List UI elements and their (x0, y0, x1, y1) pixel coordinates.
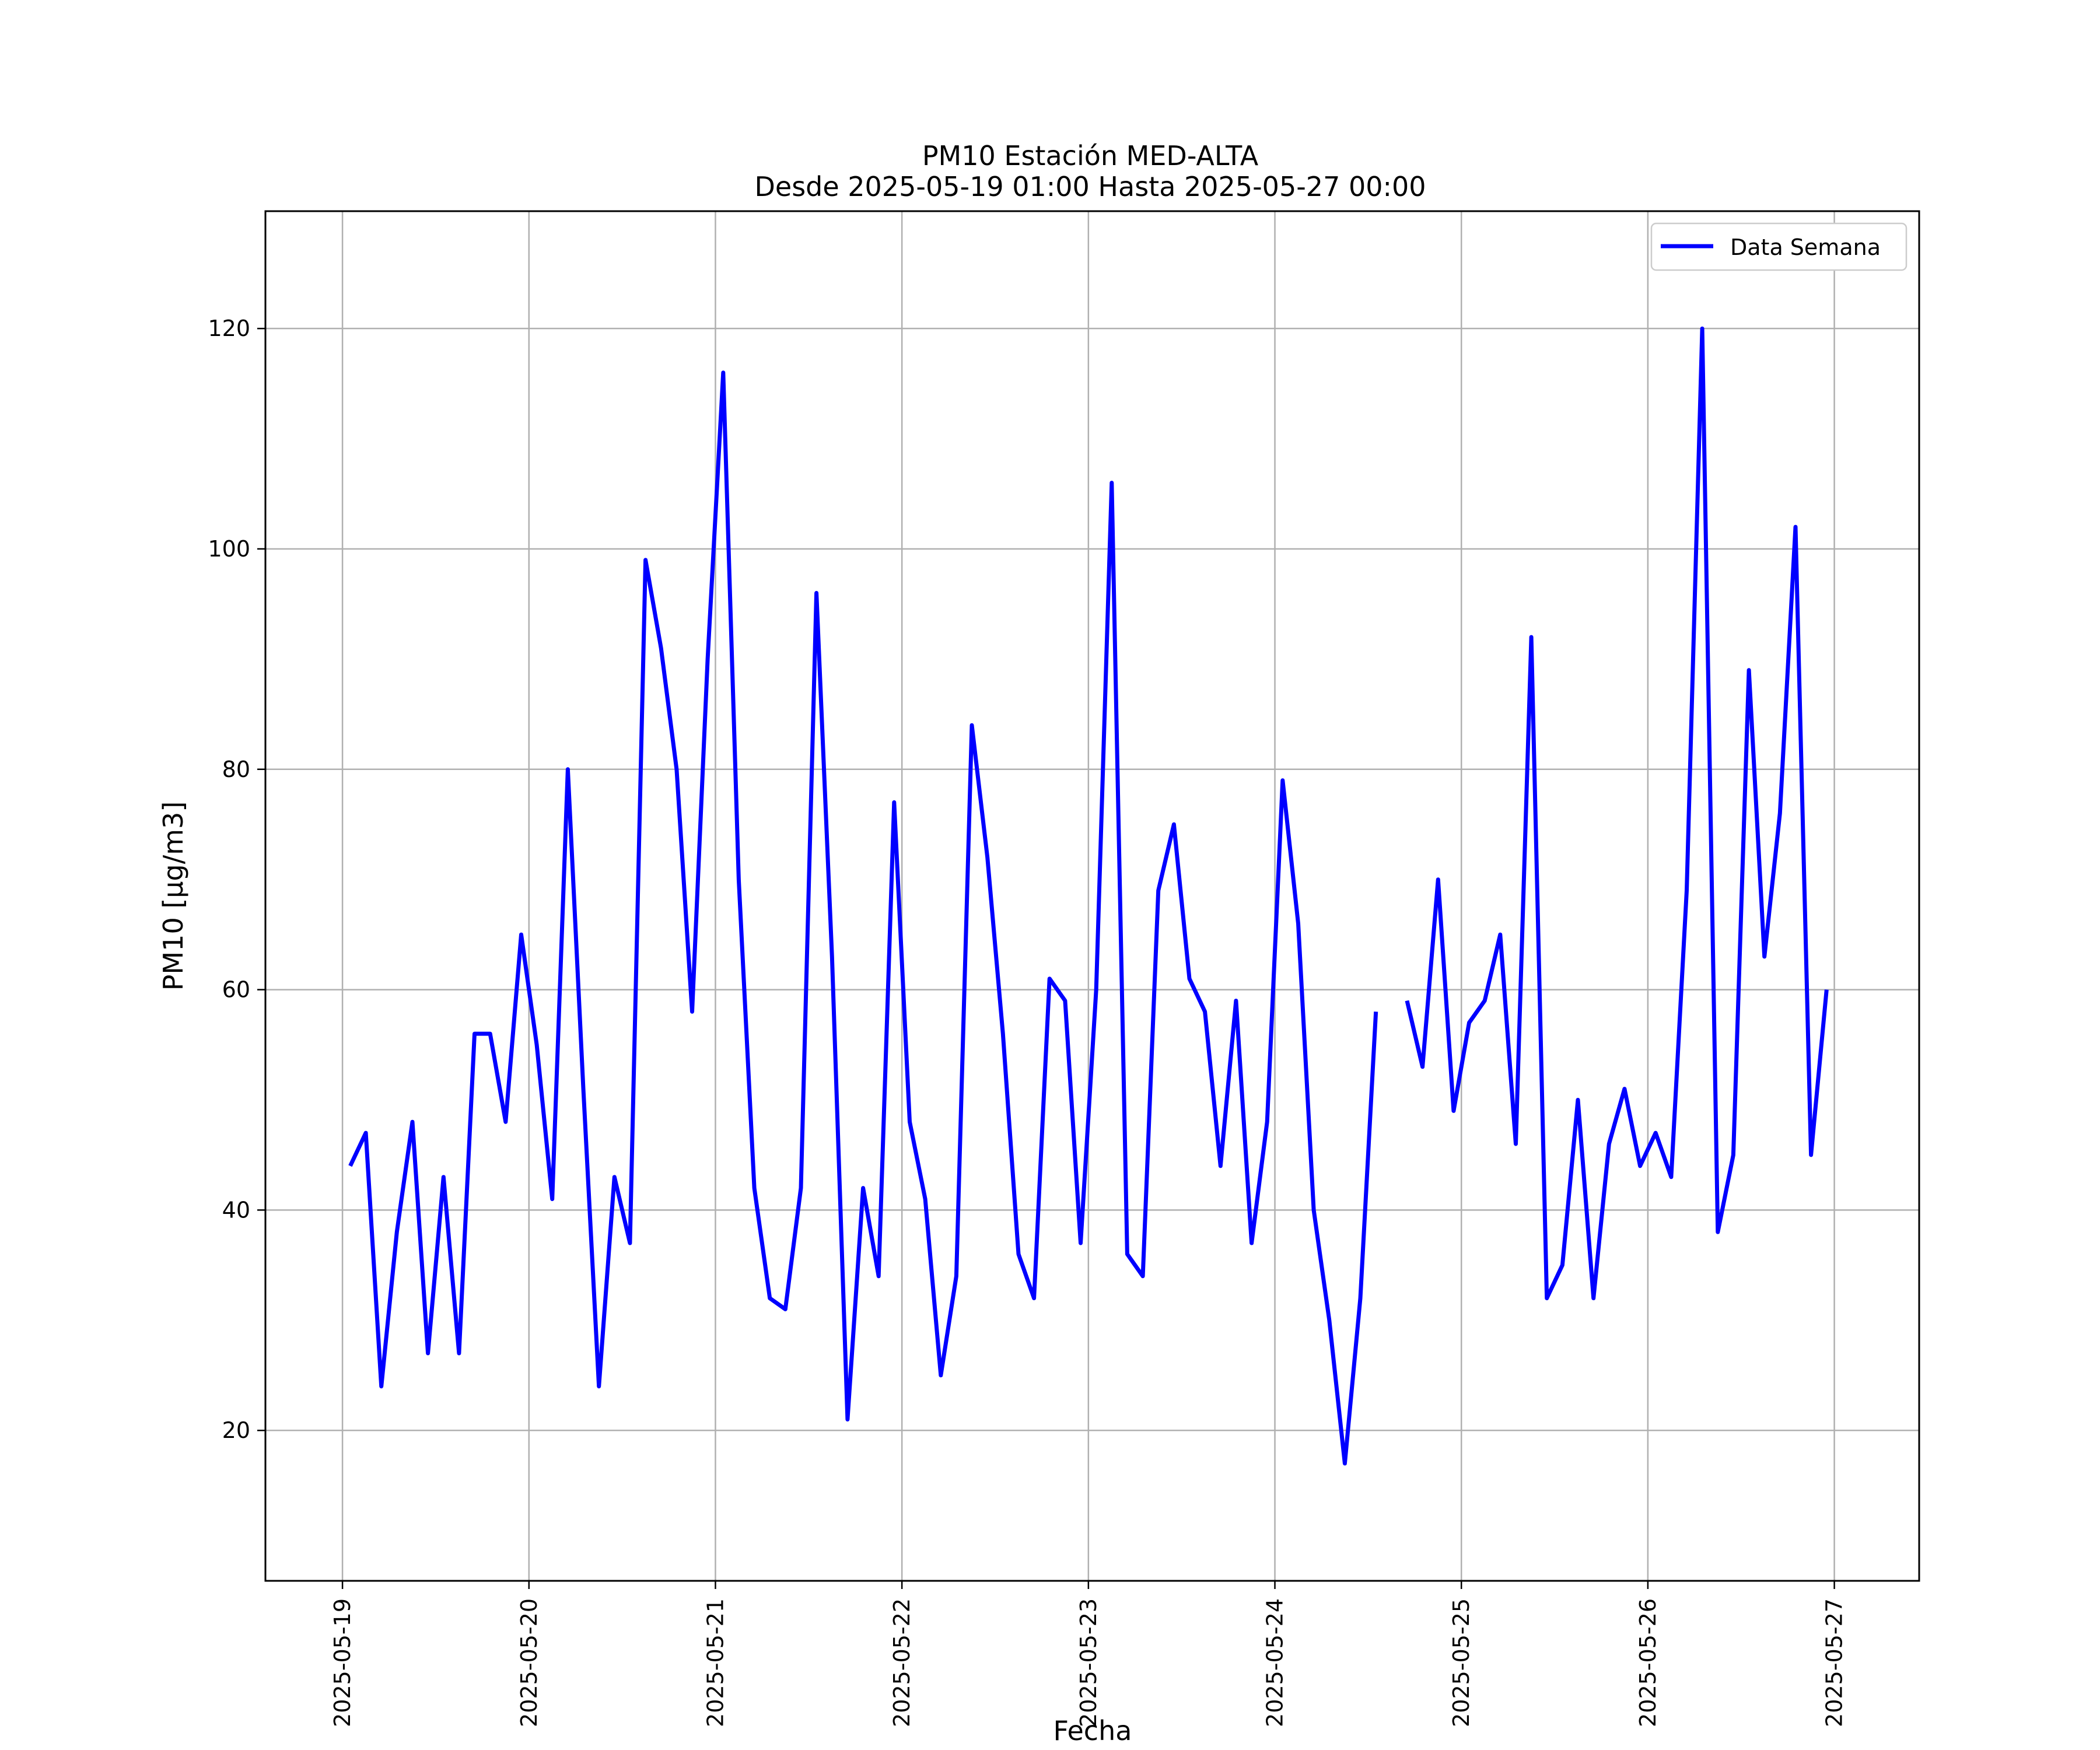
x-tick-label: 2025-05-25 (1448, 1598, 1474, 1727)
chart-title: PM10 Estación MED-ALTA (922, 140, 1259, 172)
x-tick-label: 2025-05-24 (1262, 1598, 1288, 1727)
series-line-data-semana (1405, 326, 1829, 1300)
y-tick-label: 80 (222, 757, 250, 782)
legend: Data Semana (1650, 222, 1908, 271)
x-tick-label: 2025-05-19 (330, 1598, 355, 1727)
y-tick-label: 40 (222, 1197, 250, 1223)
y-axis-ticks: 20 40 60 80 100 120 (208, 316, 265, 1443)
data-series-layer (348, 326, 1829, 1466)
y-tick-label: 60 (222, 977, 250, 1003)
y-tick-label: 20 (222, 1418, 250, 1443)
x-axis-ticks: 2025-05-19 2025-05-20 2025-05-21 2025-05-22… (330, 1581, 1847, 1727)
legend-label-data-semana: Data Semana (1730, 235, 1881, 260)
x-tick-label: 2025-05-26 (1635, 1598, 1661, 1727)
y-tick-label: 100 (208, 536, 250, 562)
series-line-data-semana (348, 370, 1378, 1466)
grid-lines (265, 211, 1919, 1581)
legend-box (1650, 222, 1908, 271)
y-tick-label: 120 (208, 316, 250, 341)
x-tick-label: 2025-05-23 (1076, 1598, 1101, 1727)
x-tick-label: 2025-05-27 (1822, 1598, 1847, 1727)
plot-area-frame (264, 210, 1920, 1582)
x-tick-label: 2025-05-20 (516, 1598, 542, 1727)
chart-subtitle: Desde 2025-05-19 01:00 Hasta 2025-05-27 … (754, 171, 1426, 202)
x-tick-label: 2025-05-22 (889, 1598, 915, 1727)
x-axis-label: Fecha (1054, 1715, 1132, 1746)
x-tick-label: 2025-05-21 (702, 1598, 728, 1727)
y-axis-label: PM10 [μg/m3] (158, 802, 189, 991)
